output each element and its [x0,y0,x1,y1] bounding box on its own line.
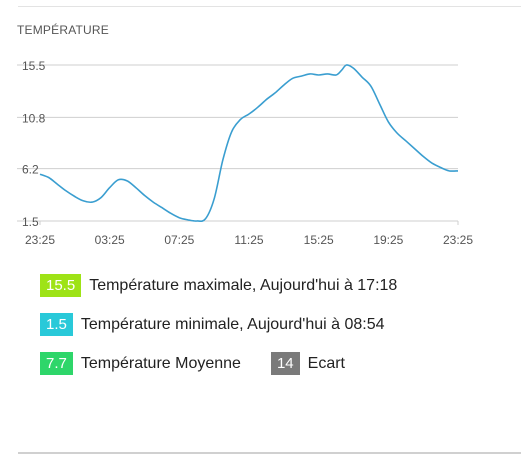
y-tick-label: 6.2 [22,163,39,177]
avg-value-badge: 7.7 [40,352,73,375]
x-tick-label: 23:25 [443,233,473,247]
chart-title: TEMPÉRATURE [17,23,109,37]
y-tick-label: 10.8 [22,111,46,125]
ecart-label: Ecart [307,354,345,372]
avg-item: 7.7 Température Moyenne [40,352,241,375]
y-tick-label: 15.5 [22,59,46,73]
ecart-item: 14 Ecart [270,352,345,375]
x-tick-label: 07:25 [164,233,194,247]
legend-min-row: 1.5 Température minimale, Aujourd'hui à … [40,313,385,336]
top-divider [18,6,521,7]
legend-max-row: 15.5 Température maximale, Aujourd'hui à… [40,274,397,297]
x-tick-label: 23:25 [25,233,55,247]
legend-avg-row: 7.7 Température Moyenne 14 Ecart [40,352,345,375]
x-tick-label: 11:25 [234,233,263,247]
min-label: Température minimale, Aujourd'hui à 08:5… [80,315,385,333]
min-value-badge: 1.5 [40,313,73,336]
x-tick-label: 03:25 [95,233,125,247]
y-tick-label: 1.5 [22,215,39,229]
x-tick-label: 15:25 [304,233,334,247]
ecart-value-badge: 14 [270,352,300,375]
temperature-chart: 1.5 6.2 10.8 15.5 23:25 03:25 07:25 11:25 15:25 1… [17,59,473,247]
avg-label: Température Moyenne [80,354,241,372]
max-label: Température maximale, Aujourd'hui à 17:1… [89,276,398,294]
bottom-divider [18,452,521,454]
temperature-series-line [39,64,459,223]
max-value-badge: 15.5 [40,274,82,297]
x-tick-label: 19:25 [373,233,403,247]
